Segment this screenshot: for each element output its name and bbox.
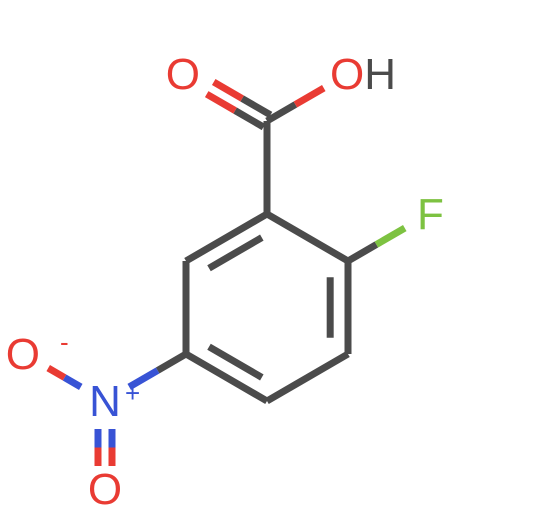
molecule-diagram: OOHFN+OO- (0, 0, 550, 506)
charge-label-O4: - (60, 327, 69, 357)
atom-label-O1: O (166, 50, 200, 99)
atom-label-N: N (89, 377, 121, 426)
atom-label-F: F (417, 190, 444, 239)
atom-label-O4: O (6, 330, 40, 379)
atom-label-O2: OH (330, 50, 396, 99)
charge-label-N: + (125, 378, 140, 408)
atom-label-O3: O (88, 465, 122, 506)
